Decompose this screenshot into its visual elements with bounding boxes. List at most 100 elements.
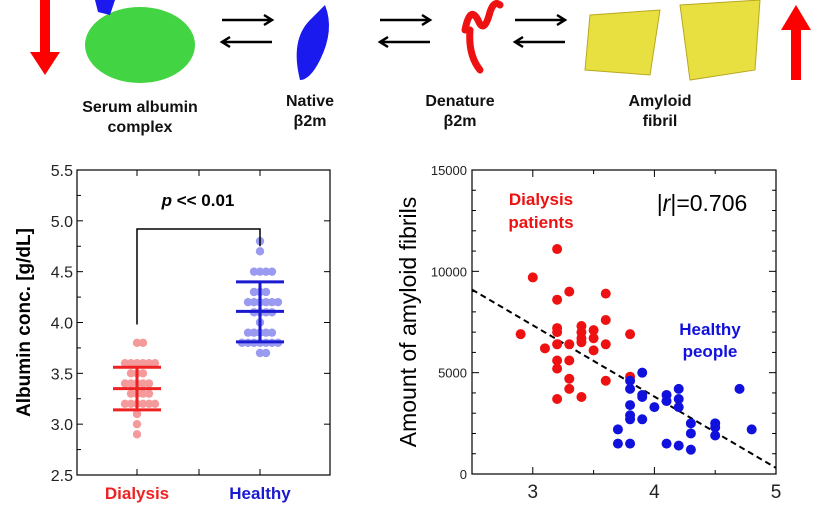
y-tick-label: 0 [460, 467, 467, 482]
data-point [625, 383, 636, 394]
data-point [612, 438, 623, 449]
data-point [637, 391, 648, 402]
data-point [625, 400, 636, 411]
data-point [243, 297, 253, 307]
p-value-annotation: p << 0.01 [161, 191, 235, 210]
trend-line [471, 288, 777, 469]
data-point [138, 399, 148, 409]
data-point [673, 402, 684, 413]
data-point [243, 328, 253, 337]
data-point [144, 399, 154, 409]
label-amyloid-fibril: Amyloid fibril [628, 93, 692, 130]
data-point [126, 369, 136, 378]
label-native-b2m: Native β2m [285, 93, 335, 130]
data-point [600, 339, 611, 350]
data-point [552, 355, 563, 366]
data-point [625, 375, 636, 386]
data-point [138, 369, 148, 378]
data-point [255, 348, 265, 358]
data-point [600, 314, 611, 325]
data-point [625, 414, 636, 425]
category-label: Healthy [229, 484, 291, 503]
data-point [120, 358, 130, 368]
data-point [150, 399, 160, 409]
data-point [685, 428, 696, 439]
data-point [132, 358, 142, 368]
data-point [120, 379, 130, 388]
data-point [625, 329, 636, 340]
data-point [261, 328, 271, 337]
data-point [249, 297, 259, 307]
data-point [132, 419, 142, 429]
data-point [600, 288, 611, 299]
data-point [564, 373, 575, 384]
data-point [710, 422, 721, 433]
reverse-arrow-icon [219, 35, 272, 49]
data-point [734, 383, 745, 394]
data-point [261, 287, 271, 297]
y-axis-label: Albumin conc. [g/dL] [14, 228, 35, 417]
data-point [126, 379, 136, 388]
pathway-diagram [30, 0, 811, 83]
y-tick-label: 15000 [431, 163, 467, 178]
data-point [138, 358, 148, 368]
data-point [150, 358, 160, 368]
data-point [539, 343, 550, 354]
data-point [649, 402, 660, 413]
x-tick-label: 4 [649, 482, 660, 503]
data-point [552, 244, 563, 255]
series-label: Healthy [679, 320, 741, 339]
label-serum-albumin: Serum albumin complex [82, 99, 198, 136]
data-point [552, 327, 563, 338]
data-point [267, 328, 277, 337]
data-point [552, 294, 563, 305]
amyloid-fibril-image [584, 0, 761, 81]
x-axis-label: ALB (g/dL) [571, 506, 676, 510]
data-point [552, 339, 563, 350]
plot-frame [76, 169, 331, 476]
y-tick-label: 5000 [438, 366, 467, 381]
data-point [144, 358, 154, 368]
series-label: people [683, 342, 738, 361]
data-point [249, 267, 259, 276]
data-point [637, 367, 648, 378]
y-tick-label: 4.0 [51, 316, 73, 333]
data-point [685, 418, 696, 429]
reverse-arrow-icon [512, 35, 565, 49]
series-label: Dialysis [509, 190, 573, 209]
x-tick-label: 5 [771, 482, 782, 503]
data-point [612, 424, 623, 435]
data-point [564, 286, 575, 297]
data-point [126, 399, 136, 409]
data-point [261, 297, 271, 307]
albumin-complex-image [85, 7, 195, 83]
data-point [673, 383, 684, 394]
data-point [132, 430, 142, 439]
label-denature-b2m: Denature β2m [425, 93, 495, 130]
data-point [267, 267, 277, 276]
data-point [261, 348, 271, 358]
up-arrow-icon [781, 5, 811, 80]
data-point [637, 414, 648, 425]
data-point [132, 409, 142, 419]
data-point [138, 379, 148, 388]
data-point [126, 389, 136, 398]
data-point [746, 424, 757, 435]
data-point [120, 399, 130, 409]
category-label: Dialysis [105, 484, 169, 503]
y-tick-label: 5.5 [51, 163, 73, 180]
data-point [661, 396, 672, 407]
data-point [576, 337, 587, 348]
data-point [564, 339, 575, 350]
data-point [564, 355, 575, 366]
down-arrow-icon [30, 0, 60, 75]
data-point [138, 389, 148, 398]
data-point [255, 247, 265, 256]
data-point [564, 383, 575, 394]
y-tick-label: 4.5 [51, 265, 73, 282]
data-point [138, 338, 148, 348]
data-point [126, 358, 136, 368]
data-point [261, 267, 271, 276]
